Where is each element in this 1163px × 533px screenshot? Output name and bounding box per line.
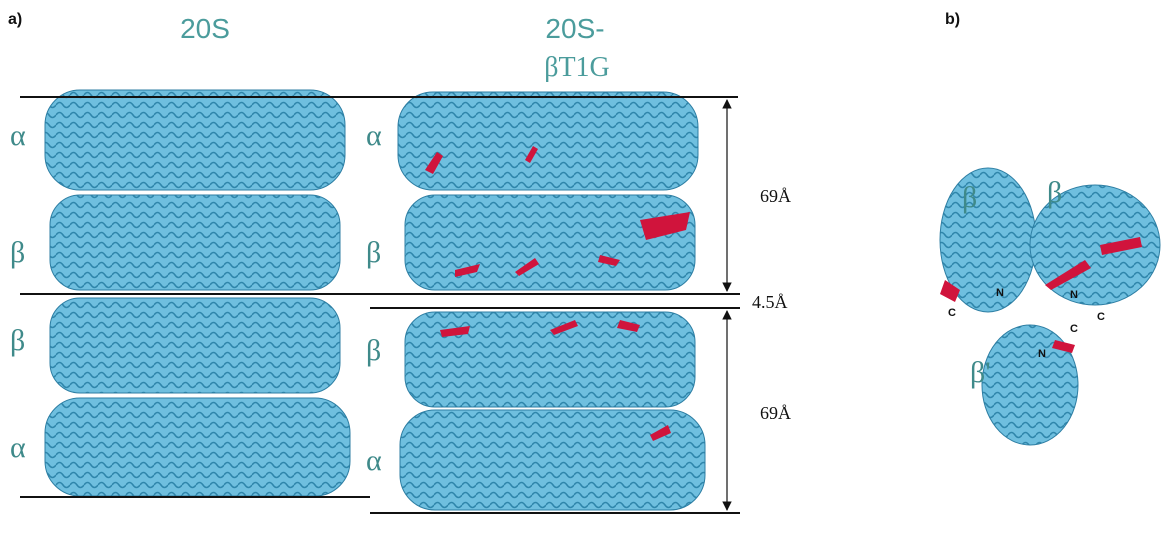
panel-label: a) (8, 11, 22, 28)
heading: 20S- (545, 13, 604, 44)
terminus-label: C (948, 307, 956, 319)
subunit-label: β (962, 181, 977, 214)
terminus-label: N (1038, 348, 1046, 360)
subunit-label: β' (970, 356, 991, 389)
figure: a) 20S 20S- βT1G α β β α α β β α 69Å 4.5… (0, 0, 1163, 533)
terminus-label: C (1070, 323, 1078, 335)
distance-label: 69Å (760, 403, 791, 423)
layer-label: α (10, 431, 26, 464)
terminus-label: N (1070, 289, 1078, 301)
layer-label: β (10, 324, 25, 357)
distance-label: 69Å (760, 186, 791, 206)
terminus-label: N (996, 287, 1004, 299)
layer-label: β (366, 236, 381, 269)
panel-label: b) (945, 11, 960, 28)
layer-label: β (10, 236, 25, 269)
heading: βT1G (544, 52, 610, 83)
layer-label: α (366, 119, 382, 152)
subunit-label: β (1047, 176, 1062, 209)
layer-label: α (10, 119, 26, 152)
distance-label: 4.5Å (752, 292, 788, 312)
structure-20s-bt1g (398, 92, 705, 510)
layer-label: α (366, 444, 382, 477)
layer-label: β (366, 334, 381, 367)
heading: 20S (180, 13, 230, 44)
terminus-label: C (1097, 311, 1105, 323)
